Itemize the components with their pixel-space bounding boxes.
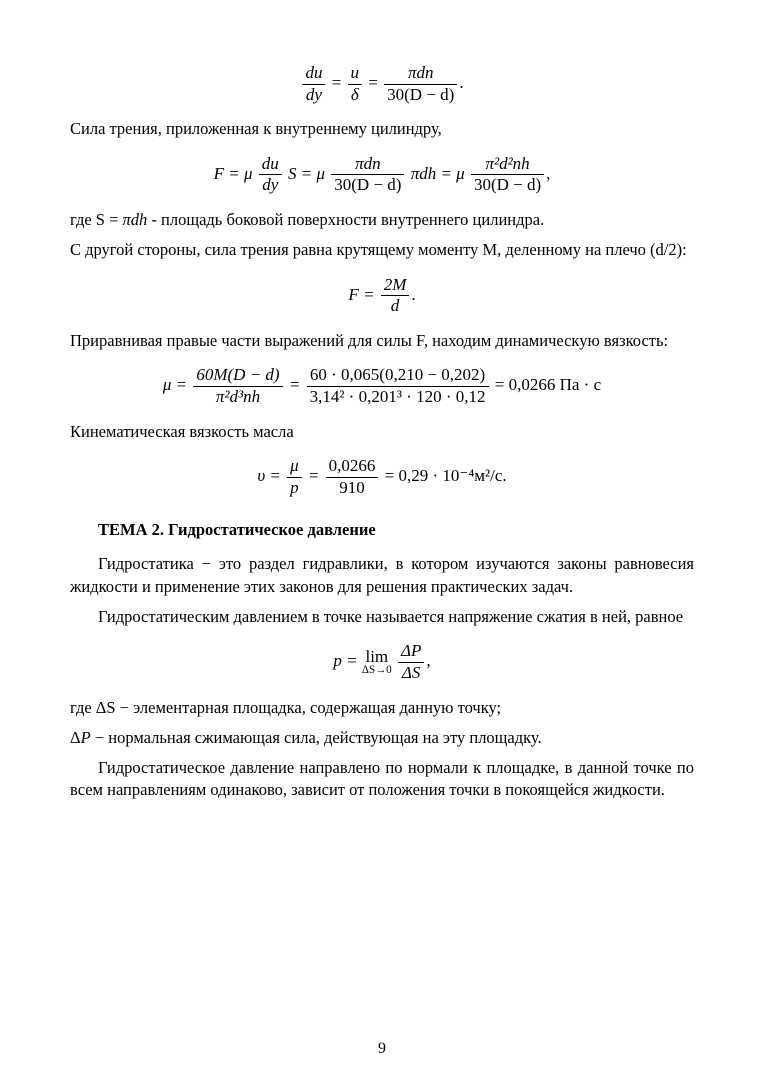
eq5-rhs: = 0,29 · 10⁻⁴м²/с. [385,466,507,485]
eq4-rhs: = 0,0266 Па · с [495,375,601,394]
eq2-f3-den: 30(D − d) [471,175,544,195]
equation-4: μ = 60M(D − d)π²d³nh = 60 · 0,065(0,210 … [70,366,694,406]
eq2-f1-den: dy [259,175,282,195]
eq5-f2-num: 0,0266 [326,457,379,478]
eq3-den: d [381,296,410,316]
eq4-f2-den: 3,14² · 0,201³ · 120 · 0,12 [307,387,489,407]
eq4-lhs: μ = [163,375,187,394]
eq1-tail: . [459,73,463,92]
eq1-f1-num: du [302,64,325,85]
eq2-mid2: πdh = μ [411,164,465,183]
eq6-lim-bot: ΔS→0 [362,665,392,676]
eq1-f2-num: u [348,64,363,85]
para-pressure-def: Гидростатическим давлением в точке назыв… [70,606,694,628]
para-hydrostatics-def: Гидростатика − это раздел гидравлики, в … [70,553,694,598]
eq3-tail: . [411,285,415,304]
page-number: 9 [0,1038,764,1060]
equation-2: F = μ dudy S = μ πdn30(D − d) πdh = μ π²… [70,155,694,195]
document-page: dudy = uδ = πdn30(D − d). Сила трения, п… [0,0,764,1080]
eq2-f2-num: πdn [331,155,404,176]
para-pressure-normal: Гидростатическое давление направлено по … [70,757,694,802]
eq2-f1-num: du [259,155,282,176]
p2a-end: - площадь боковой поверхности внутреннег… [147,210,544,229]
p8-rest: − нормальная сжимающая сила, действующая… [91,728,542,747]
p8-lead: Δ [70,728,81,747]
eq5-eq: = [308,466,319,485]
eq2-f3-num: π²d²nh [471,155,544,176]
eq4-f1-num: 60M(D − d) [193,366,282,387]
equation-1: dudy = uδ = πdn30(D − d). [70,64,694,104]
para-delta-p: ΔP − нормальная сжимающая сила, действую… [70,727,694,749]
equation-5: υ = μp = 0,0266910 = 0,29 · 10⁻⁴м²/с. [70,457,694,497]
eq6-den: ΔS [398,663,424,683]
eq5-lhs: υ = [257,466,281,485]
eq6-num: ΔP [398,642,424,663]
p8-ital: P [81,728,91,747]
p2a-ital: πdh [123,210,148,229]
eq2-tail: , [546,164,550,183]
eq2-lhs: F = μ [214,164,253,183]
eq1-f3-num: πdn [384,64,457,85]
eq4-eq: = [289,375,300,394]
eq3-num: 2M [381,276,410,297]
eq1-f3-den: 30(D − d) [384,85,457,105]
para-equating: Приравнивая правые части выражений для с… [70,330,694,352]
section-heading: ТЕМА 2. Гидростатическое давление [70,519,694,541]
para-where-ds: где ΔS − элементарная площадка, содержащ… [70,697,694,719]
eq1-f2-den: δ [348,85,363,105]
eq6-lim-top: lim [362,648,392,665]
eq6-lhs: p = [333,651,357,670]
para-friction-intro: Сила трения, приложенная к внутреннему ц… [70,118,694,140]
p2a-lead: где S = [70,210,123,229]
eq2-f2-den: 30(D − d) [331,175,404,195]
equation-3: F = 2Md. [70,276,694,316]
eq2-mid1: S = μ [288,164,325,183]
eq1-f1-den: dy [302,85,325,105]
eq5-f2-den: 910 [326,478,379,498]
eq4-f1-den: π²d³nh [193,387,282,407]
para-kinematic: Кинематическая вязкость масла [70,421,694,443]
equation-6: p = lim ΔS→0 ΔPΔS, [70,642,694,682]
eq5-f1-den: p [287,478,302,498]
para-where-s: где S = πdh - площадь боковой поверхност… [70,209,694,231]
eq3-lhs: F = [348,285,374,304]
para-other-side: С другой стороны, сила трения равна крут… [70,239,694,261]
eq4-f2-num: 60 · 0,065(0,210 − 0,202) [307,366,489,387]
eq5-f1-num: μ [287,457,302,478]
eq6-tail: , [426,651,430,670]
